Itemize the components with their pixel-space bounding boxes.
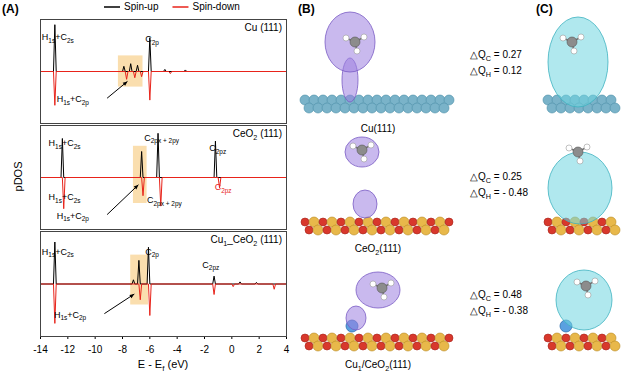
svg-text:H1s+C2s: H1s+C2s — [49, 138, 81, 150]
svg-text:-12: -12 — [61, 344, 76, 355]
svg-text:-4: -4 — [173, 344, 182, 355]
svg-text:-10: -10 — [88, 344, 103, 355]
svg-text:-8: -8 — [118, 344, 127, 355]
svg-text:(B): (B) — [298, 2, 315, 16]
svg-text:C2px + 2py: C2px + 2py — [144, 133, 179, 146]
svg-text:Spin-down: Spin-down — [192, 1, 239, 12]
svg-text:E - Ef (eV): E - Ef (eV) — [138, 358, 189, 373]
svg-text:4: 4 — [284, 344, 290, 355]
svg-text:△QH = - 0.38: △QH = - 0.38 — [470, 305, 528, 319]
svg-text:Cu1/CeO2(111): Cu1/CeO2(111) — [345, 359, 411, 373]
svg-text:CeO2 (111): CeO2 (111) — [233, 128, 282, 142]
svg-text:Cu1_CeO2 (111): Cu1_CeO2 (111) — [210, 234, 282, 248]
svg-text:H1s+C2p: H1s+C2p — [57, 94, 90, 107]
svg-text:△QH = - 0.48: △QH = - 0.48 — [470, 187, 528, 201]
svg-text:Spin-up: Spin-up — [124, 1, 159, 12]
svg-text:H1s+C2s: H1s+C2s — [42, 32, 74, 44]
svg-text:Cu(111): Cu(111) — [361, 123, 396, 134]
svg-text:△QC = 0.25: △QC = 0.25 — [470, 171, 522, 185]
svg-text:C2pz: C2pz — [209, 143, 226, 156]
svg-text:H1s+C2s: H1s+C2s — [42, 247, 74, 259]
svg-text:C2px + 2py: C2px + 2py — [147, 195, 182, 208]
svg-text:-2: -2 — [200, 344, 209, 355]
svg-text:Cu (111): Cu (111) — [245, 22, 282, 33]
svg-text:H1s+C2s: H1s+C2s — [49, 192, 81, 204]
svg-text:C2p: C2p — [145, 34, 159, 47]
svg-text:C2pz: C2pz — [215, 182, 232, 195]
svg-text:pDOS: pDOS — [12, 162, 24, 192]
svg-text:CeO2(111): CeO2(111) — [355, 243, 401, 257]
svg-text:C2p: C2p — [145, 247, 159, 260]
svg-text:2: 2 — [256, 344, 262, 355]
svg-text:-6: -6 — [145, 344, 154, 355]
svg-text:-14: -14 — [33, 344, 48, 355]
svg-text:H1s+C2p: H1s+C2p — [57, 211, 90, 224]
svg-text:(C): (C) — [536, 2, 553, 16]
svg-text:△QC = 0.27: △QC = 0.27 — [470, 49, 522, 63]
svg-text:0: 0 — [229, 344, 235, 355]
svg-text:H1s+C2p: H1s+C2p — [54, 310, 87, 323]
svg-text:C2pz: C2pz — [202, 260, 219, 273]
svg-text:(A): (A) — [2, 2, 19, 16]
svg-text:△QC = 0.48: △QC = 0.48 — [470, 289, 522, 303]
svg-text:△QH = 0.12: △QH = 0.12 — [470, 65, 522, 79]
